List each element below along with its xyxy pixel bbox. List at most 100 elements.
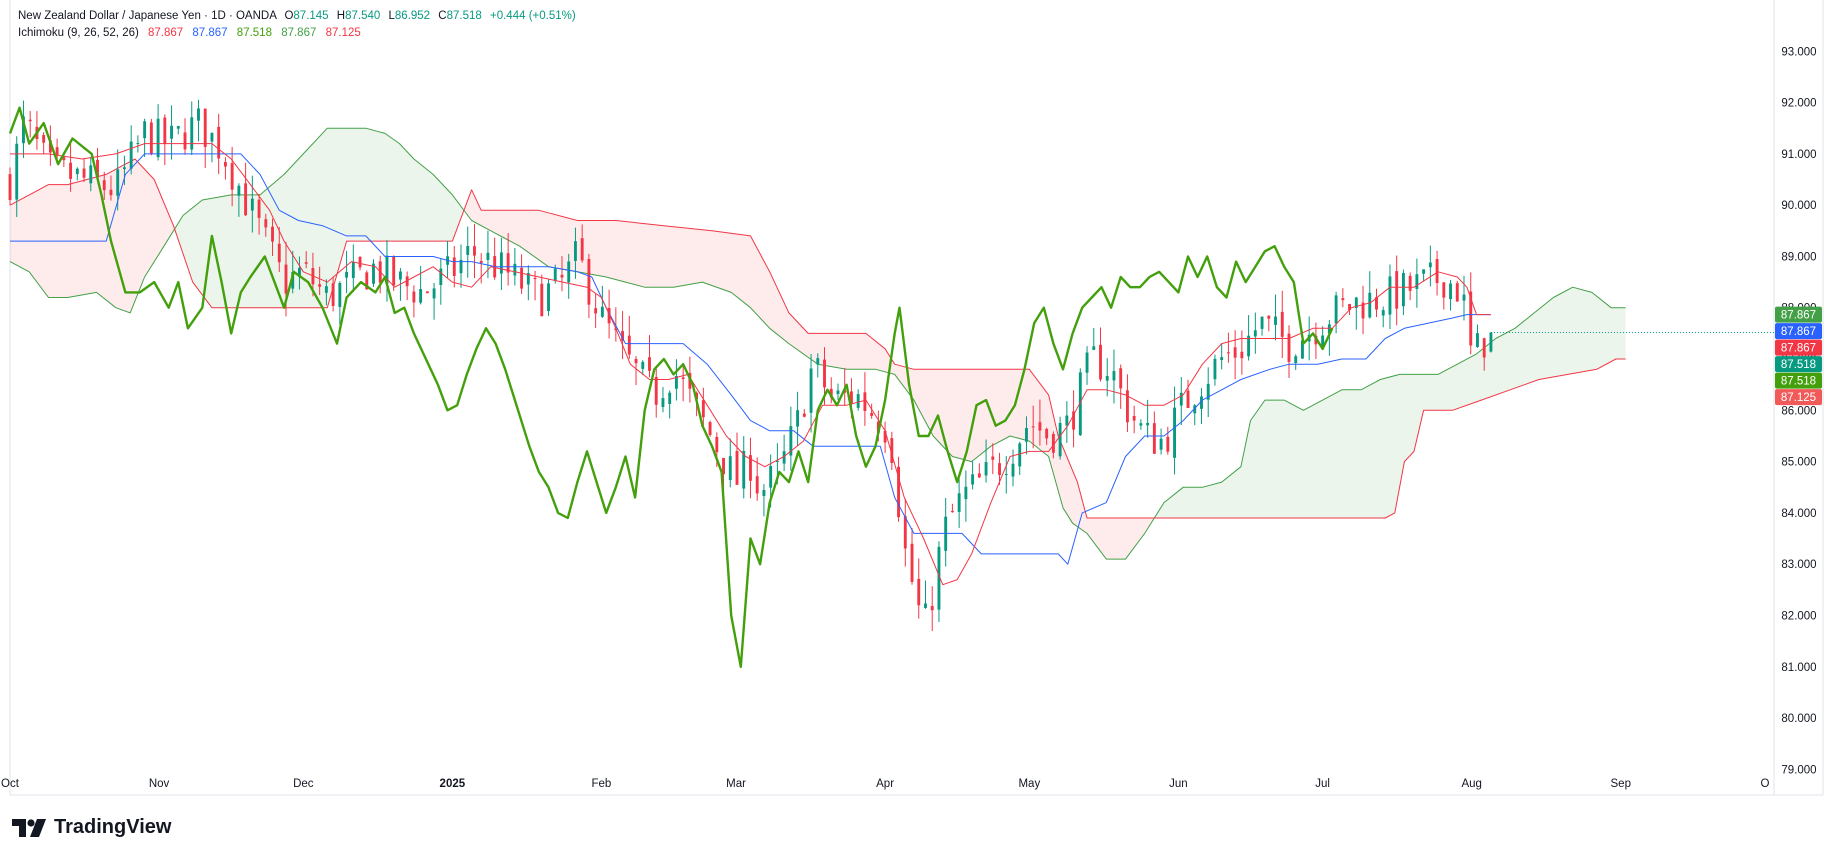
chart-legend: New Zealand Dollar / Japanese Yen · 1D ·… — [18, 8, 576, 42]
y-tick-label: 85.000 — [1781, 457, 1816, 469]
candle-up — [574, 241, 577, 261]
change-value: +0.444 (+0.51%) — [490, 10, 576, 22]
price-label-text: 87.867 — [1781, 310, 1816, 322]
candle-down — [580, 238, 584, 261]
x-tick-label: Jun — [1169, 778, 1188, 790]
candle-up — [324, 286, 328, 293]
low-value: 86.952 — [394, 10, 431, 22]
candle-up — [1193, 405, 1197, 414]
candle-down — [69, 162, 73, 179]
ichimoku-chart[interactable]: 93.00092.00091.00090.00089.00088.00087.0… — [0, 0, 1835, 800]
candle-down — [755, 476, 759, 494]
candle-up — [1011, 463, 1015, 477]
candle-down — [977, 473, 981, 478]
candle-up — [1139, 423, 1143, 426]
candle-down — [425, 291, 429, 294]
candle-up — [210, 132, 214, 142]
candle-down — [648, 357, 651, 371]
candle-up — [385, 255, 389, 284]
candle-down — [271, 226, 274, 242]
tradingview-logo[interactable]: TradingView — [12, 816, 171, 839]
candle-down — [829, 388, 833, 398]
candle-down — [594, 308, 598, 314]
x-tick-label: Oct — [1, 778, 20, 790]
candle-down — [452, 257, 456, 277]
candle-down — [28, 119, 32, 122]
candle-down — [823, 359, 826, 388]
tradingview-logo-icon — [12, 818, 46, 837]
price-label-badge — [1775, 389, 1822, 406]
candle-up — [1401, 273, 1405, 307]
candle-down — [1072, 411, 1076, 430]
candle-up — [22, 116, 25, 144]
y-tick-label: 82.000 — [1781, 610, 1816, 622]
candle-down — [1099, 344, 1102, 380]
candle-up — [600, 306, 604, 317]
y-tick-label: 80.000 — [1781, 713, 1816, 725]
candle-up — [1294, 356, 1298, 364]
candle-up — [769, 465, 773, 488]
candle-down — [560, 274, 564, 278]
candle-up — [351, 262, 355, 279]
candle-down — [230, 163, 234, 190]
candle-up — [1018, 443, 1022, 467]
candle-down — [890, 438, 894, 463]
price-label-badge — [1775, 356, 1822, 373]
close-value: 87.518 — [446, 10, 482, 22]
y-tick-label: 83.000 — [1781, 559, 1816, 571]
candle-up — [1004, 474, 1008, 476]
candle-up — [964, 486, 968, 500]
candle-down — [217, 126, 221, 159]
price-label-text: 87.125 — [1781, 392, 1816, 404]
candle-down — [802, 413, 806, 417]
candle-up — [116, 169, 120, 196]
x-tick-label: Jul — [1315, 778, 1330, 790]
candle-down — [621, 331, 625, 341]
senkou-span-a-line — [9, 127, 1626, 560]
candle-up — [1200, 396, 1203, 409]
candle-up — [372, 263, 375, 284]
candle-up — [661, 398, 665, 408]
x-tick-label: O — [1761, 778, 1770, 790]
candle-down — [1469, 291, 1473, 346]
candle-down — [1125, 390, 1129, 423]
candle-up — [1334, 295, 1338, 324]
candle-up — [1206, 383, 1210, 400]
candle-down — [654, 376, 658, 405]
candle-up — [197, 108, 200, 121]
candle-down — [284, 264, 288, 294]
price-label-text: 87.518 — [1781, 359, 1816, 371]
candle-up — [75, 168, 79, 175]
candle-up — [957, 493, 961, 512]
candle-down — [109, 189, 113, 196]
candle-up — [641, 361, 645, 369]
candle-down — [82, 168, 86, 178]
candle-down — [627, 335, 631, 355]
candle-up — [1253, 330, 1257, 337]
candle-down — [897, 466, 901, 518]
indicator-value-1: 87.867 — [148, 27, 184, 39]
candle-up — [122, 167, 126, 170]
candle-down — [1482, 338, 1486, 358]
candle-down — [1119, 368, 1123, 389]
candle-up — [728, 456, 732, 481]
candle-down — [1226, 352, 1230, 354]
indicator-value-3: 87.518 — [236, 27, 272, 39]
candle-down — [1152, 423, 1156, 454]
kijun-sen-line — [10, 153, 1491, 565]
candle-up — [1449, 283, 1452, 300]
candle-down — [715, 436, 719, 453]
candle-up — [345, 271, 349, 278]
candle-down — [930, 605, 934, 611]
price-label-text: 87.867 — [1781, 343, 1816, 355]
candle-down — [55, 147, 59, 155]
candle-up — [1220, 357, 1224, 361]
candle-up — [796, 410, 800, 427]
candle-up — [1092, 346, 1096, 350]
candle-up — [419, 289, 423, 303]
candle-down — [264, 219, 268, 228]
candle-up — [924, 603, 927, 608]
y-tick-label: 93.000 — [1781, 46, 1816, 58]
candle-down — [1435, 259, 1439, 284]
candle-down — [163, 117, 167, 144]
